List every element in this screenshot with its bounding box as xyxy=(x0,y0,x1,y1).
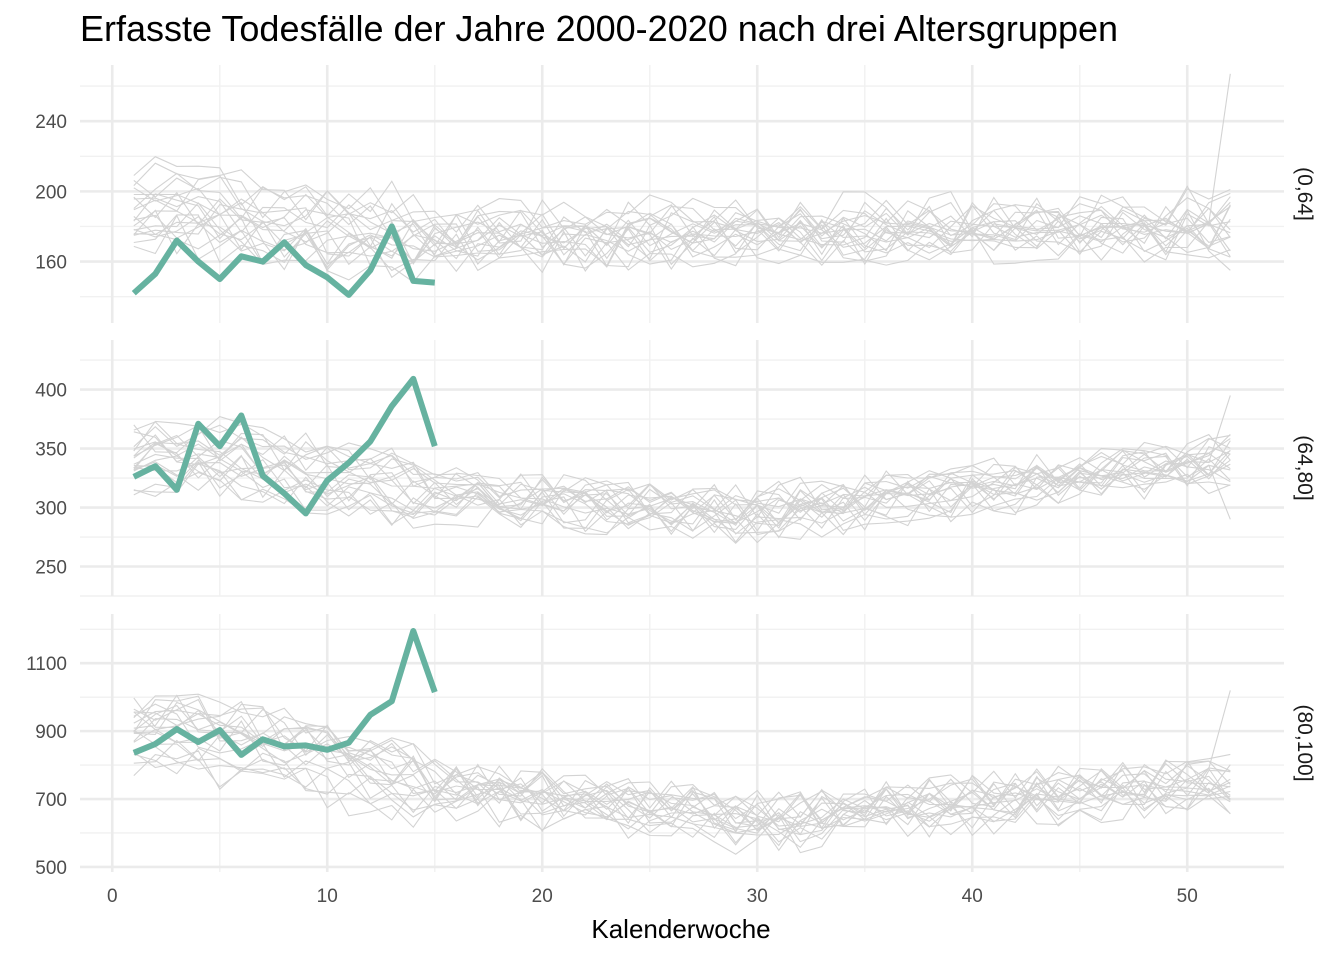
x-tick-label: 0 xyxy=(107,886,118,907)
x-tick-label: 40 xyxy=(962,886,983,907)
x-tick-label: 50 xyxy=(1177,886,1198,907)
y-tick-label: 900 xyxy=(35,722,67,743)
background-series-line xyxy=(133,415,1231,519)
background-series-line xyxy=(133,746,1231,852)
y-tick-label: 200 xyxy=(35,182,67,203)
background-series-line xyxy=(133,423,1231,521)
facet-panels: 160 200 240 (0,64] 250 300 350 400 (64,80] 500 700… xyxy=(26,65,1316,879)
chart-title: Erfasste Todesfälle der Jahre 2000-2020 … xyxy=(80,8,1119,49)
background-series-line xyxy=(133,214,1231,279)
facet-panel: 160 200 240 (0,64] xyxy=(35,65,1316,323)
x-axis: 0 10 20 30 40 50 xyxy=(107,886,1198,907)
facet-strip-label: (0,64] xyxy=(1293,167,1316,221)
background-series-line xyxy=(133,460,1231,544)
facet-strip-label: (80,100] xyxy=(1293,704,1316,781)
x-tick-label: 30 xyxy=(747,886,768,907)
background-series-line xyxy=(133,203,1231,259)
background-series-line xyxy=(133,434,1231,524)
y-tick-label: 1100 xyxy=(26,654,67,675)
y-tick-label: 250 xyxy=(35,558,67,579)
x-tick-label: 10 xyxy=(317,886,338,907)
y-tick-label: 400 xyxy=(35,381,67,402)
y-tick-label: 240 xyxy=(35,112,67,133)
facet-panel: 500 700 900 1100 (80,100] xyxy=(26,614,1316,879)
background-series-line xyxy=(133,693,1231,827)
background-series-line xyxy=(133,175,1231,248)
y-tick-label: 160 xyxy=(35,253,67,274)
y-tick-label: 300 xyxy=(35,499,67,520)
background-series-line xyxy=(133,750,1231,855)
x-axis-title: Kalenderwoche xyxy=(591,914,770,944)
y-tick-label: 700 xyxy=(35,790,67,811)
background-series-line xyxy=(133,751,1231,843)
background-series-line xyxy=(133,718,1231,834)
background-series-line xyxy=(133,453,1231,529)
background-series-line xyxy=(133,176,1231,248)
background-series-line xyxy=(133,193,1231,263)
background-series-line xyxy=(133,461,1231,539)
y-tick-label: 350 xyxy=(35,440,67,461)
background-series-line xyxy=(133,446,1231,532)
y-tick-label: 500 xyxy=(35,858,67,879)
background-series-line xyxy=(133,156,1231,239)
background-series-line xyxy=(133,694,1231,827)
facet-panel: 250 300 350 400 (64,80] xyxy=(35,340,1316,597)
facet-strip-label: (64,80] xyxy=(1293,435,1316,500)
background-series-line xyxy=(133,728,1231,836)
background-series-line xyxy=(133,187,1231,256)
x-tick-label: 20 xyxy=(532,886,553,907)
background-series-line xyxy=(133,707,1231,824)
background-series-line xyxy=(133,697,1231,831)
